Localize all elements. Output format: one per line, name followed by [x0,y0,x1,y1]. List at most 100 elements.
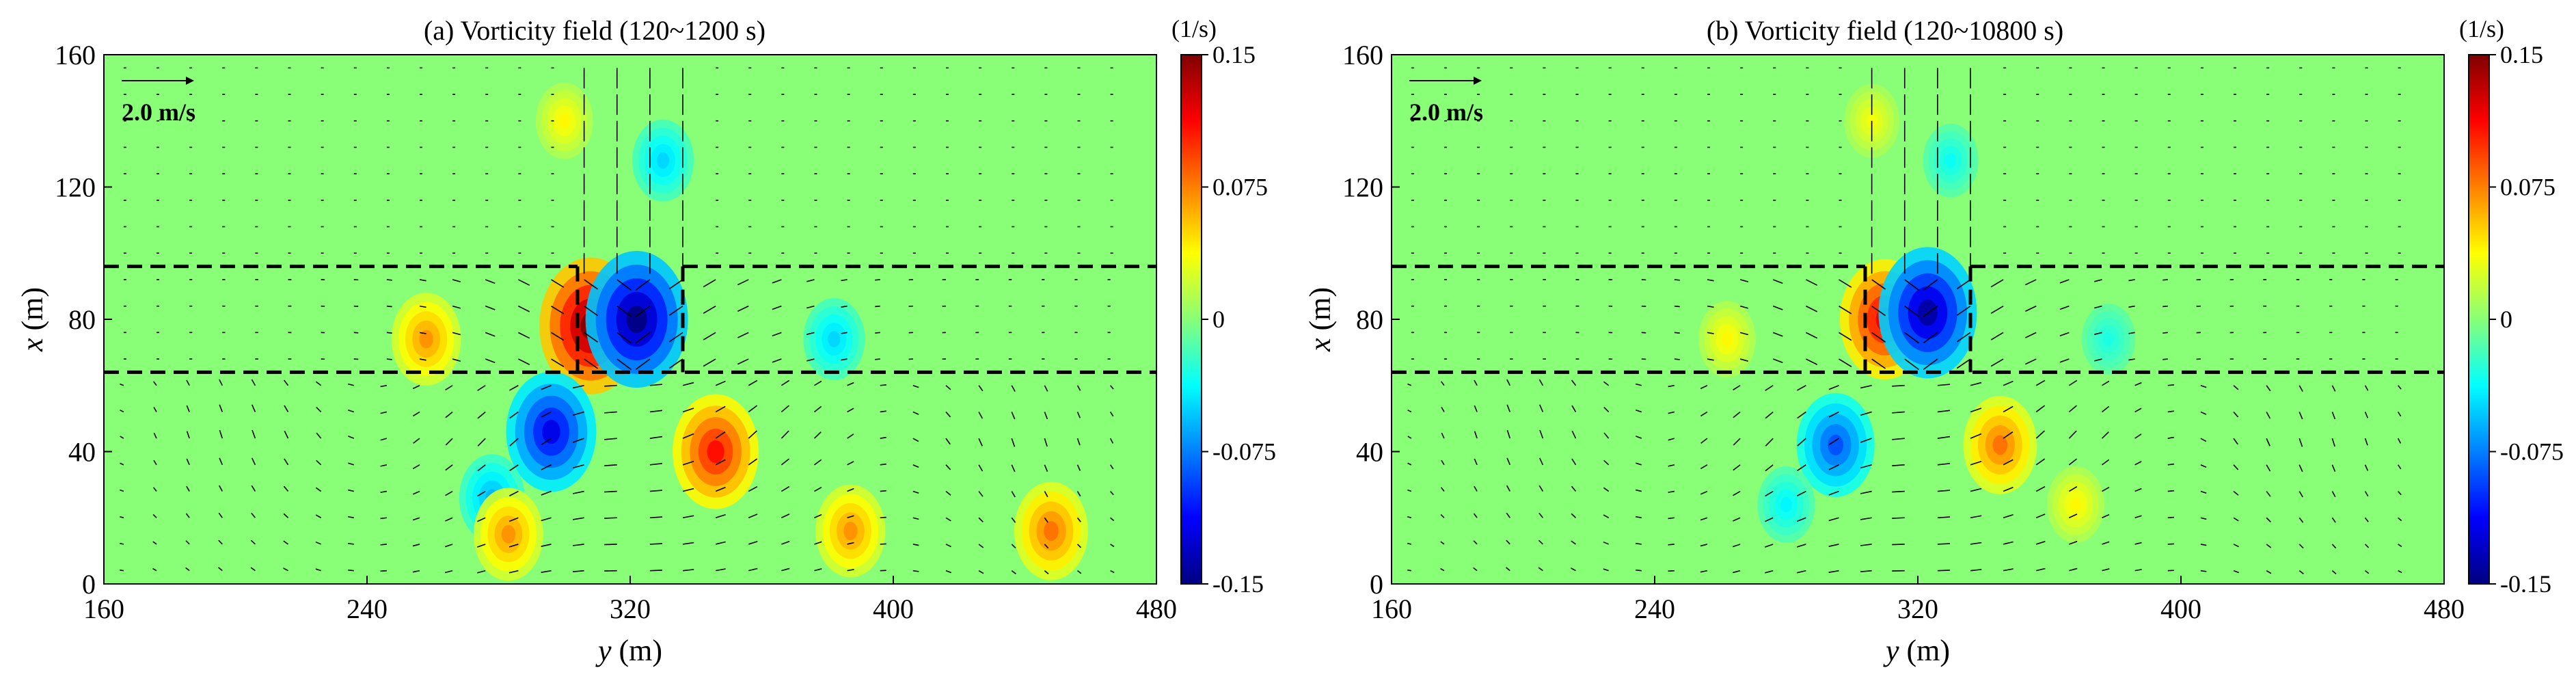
panel-b-vector-546 [2299,412,2303,420]
panel-b-vector-501 [2233,544,2239,548]
panel-a-vector-602 [1110,517,1115,522]
panel-a-vector-126 [316,407,322,413]
panel-b-vector-431 [2094,279,2102,282]
panel-b-vector-401 [2069,541,2078,545]
panel-b-colorbar-tick-label-2: 0 [2500,306,2512,333]
panel-b-vector-386 [2035,405,2046,413]
panel-a-vector-2 [120,516,124,519]
panel-b-vector-384 [2035,458,2046,466]
panel-a-vector-440 [847,569,854,572]
panel-b-vector-268 [1839,358,1852,368]
panel-a-vector-146 [348,409,354,413]
panel-b-vector-507 [2233,385,2239,390]
panel-b-vector-247 [1797,385,1806,391]
panel-b-vector-267 [1828,385,1839,390]
panel-a-vector-267 [541,385,552,390]
panel-a-vector-565 [1044,438,1048,447]
panel-a-vector-64 [219,457,223,466]
panel-b-vector-249 [1806,332,1818,339]
panel-b-vector-169 [1674,332,1680,334]
panel-a-vector-543 [1011,491,1016,498]
panel-a-vector-382 [748,513,758,518]
panel-b-vortex-7-level-4 [2070,496,2082,513]
panel-a-vector-124 [316,459,322,466]
panel-b-vector-567 [2331,385,2336,392]
panel-b-colorbar-tick-label-3: -0.075 [2500,438,2564,466]
panel-b-vector-144 [1636,462,1642,466]
panel-a-vector-430 [806,305,815,309]
panel-a-x-tick-label-240: 240 [347,593,388,624]
panel-b-vector-351 [1956,279,1971,290]
panel-b-y-tick-label-0: 0 [1370,569,1383,600]
panel-b-title: (b) Vorticity field (120~10800 s) [1707,15,2063,46]
panel-b-vector-402 [2069,513,2078,518]
panel-a-vector-87 [251,379,256,386]
panel-a-vector-263 [541,490,552,496]
panel-b-vector-46 [1474,405,1478,412]
panel-a-y-ticks: 0 40 80 120 160 [55,40,112,600]
panel-a-vector-560 [1044,570,1049,574]
panel-b-colorbar-ticks: 0.15 0.075 0 -0.075 -0.15 [2489,41,2564,598]
panel-b-vortex-layer [1698,83,2136,543]
panel-b-colorbar-tick-label-1: 0.075 [2500,174,2555,201]
panel-b-vector-584 [2364,464,2369,471]
panel-b-vector-287 [1860,384,1872,389]
panel-a-vector-181 [412,544,420,547]
panel-a-y-tick-label-120: 120 [55,172,96,203]
panel-a-vector-344 [682,460,694,466]
panel-b-vector-448 [2128,358,2135,361]
panel-a-x-axis-title: y (m) [595,634,662,667]
panel-a-vector-320 [649,570,663,572]
panel-b-vector-188 [1707,358,1714,361]
panel-a-vector-470 [875,305,880,308]
panel-a-y-tick-label-160: 160 [55,40,96,70]
panel-a-vector-67 [219,379,223,386]
panel-a-vector-271 [551,279,565,288]
panel-a-vector-165 [380,438,388,441]
panel-a-vector-203 [445,490,453,496]
panel-b-vector-364 [2003,459,2014,466]
panel-a-vector-249 [518,332,530,339]
panel-b-vector-286 [1860,411,1872,416]
panel-b-vector-100 [1571,568,1576,572]
panel-a-vector-563 [1044,491,1048,498]
panel-a-vector-451 [841,279,848,282]
panel-b-vector-368 [1990,358,2004,367]
panel-a-vector-361 [715,541,726,545]
panel-a-vector-421 [814,541,822,545]
panel-b-vector-545 [2299,438,2303,447]
panel-a-y-tick-label-40: 40 [68,437,96,468]
panel-a-vector-247 [509,385,519,391]
panel-b-vector-125 [1603,432,1610,439]
panel-b-vector-206 [1733,411,1741,418]
panel-a-vector-140 [348,569,354,572]
panel-a-vector-324 [649,463,663,466]
panel-b-vector-305 [1892,438,1905,440]
panel-a-vector-244 [509,464,519,472]
panel-a-vector-605 [1109,438,1114,444]
panel-b-x-axis-title: y (m) [1883,634,1950,667]
panel-b-vector-168 [1674,358,1680,360]
panel-a-vector-227 [477,385,486,391]
panel-a-vector-386 [748,405,758,413]
panel-b-vector-504 [2233,464,2239,470]
panel-a-vector-222 [477,517,486,522]
panel-a-colorbar-tick-label-1: 0.075 [1212,174,1268,201]
panel-b-vector-65 [1506,429,1511,439]
panel-b-vector-220 [1764,570,1774,574]
panel-b-x-tick-label-480: 480 [2424,593,2465,624]
panel-a-vector-387 [748,379,758,386]
panel-b-vector-564 [2331,464,2336,472]
panel-b-vector-260 [1828,570,1839,573]
panel-b-vortex-6-level-4 [1780,496,1792,513]
panel-b-vector-443 [2134,488,2142,492]
panel-b-vector-227 [1765,385,1774,391]
panel-a-vector-207 [445,385,453,390]
panel-b-vector-526 [2266,412,2271,419]
panel-b-vortex-9-level-4 [1945,153,1957,168]
panel-b-x-ticks: 160 240 320 400 480 [1371,576,2465,624]
panel-b-vector-82 [1538,512,1543,518]
panel-b-colorbar-tick-label-0: 0.15 [2500,41,2543,68]
panel-b-vector-165 [1668,438,1675,441]
panel-b-vector-288 [1871,358,1886,369]
